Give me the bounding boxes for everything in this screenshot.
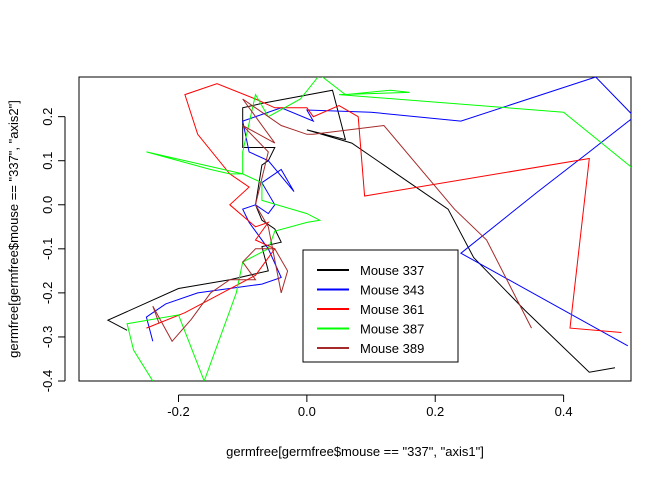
- legend-box: [302, 249, 459, 363]
- x-tick-label: 0.2: [426, 404, 444, 419]
- y-tick-label: 0.0: [40, 196, 55, 214]
- x-axis-title: germfree[germfree$mouse == "337", "axis1…: [226, 444, 484, 459]
- x-tick-label: 0.4: [555, 404, 573, 419]
- legend-label: Mouse 389: [360, 341, 424, 356]
- y-tick-label: 0.1: [40, 152, 55, 170]
- legend-label: Mouse 361: [360, 302, 424, 317]
- y-tick-label: -0.3: [40, 326, 55, 348]
- legend-label: Mouse 337: [360, 263, 424, 278]
- series-line-mouse-389: [152, 98, 532, 343]
- series-line-mouse-361: [146, 83, 622, 333]
- legend: Mouse 337 Mouse 343 Mouse 361 Mouse 387 Mous…: [302, 249, 459, 363]
- x-tick-label: -0.2: [167, 404, 189, 419]
- y-tick-label: -0.1: [40, 238, 55, 260]
- series-line-mouse-387: [126, 77, 631, 381]
- series-line-mouse-343: [145, 77, 631, 347]
- y-tick-label: -0.2: [40, 282, 55, 304]
- legend-label: Mouse 387: [360, 322, 424, 337]
- y-tick-label: -0.4: [40, 370, 55, 392]
- y-axis-title: germfree[germfree$mouse == "337", "axis2…: [6, 100, 21, 358]
- series-line-mouse-337: [106, 89, 616, 373]
- series-layer: [106, 77, 631, 381]
- plot-area-frame: [78, 76, 632, 382]
- axes-layer: -0.2 0.0 0.2 0.4 -0.4 -0.3 -0.2 -0.1 0.0 0.1 0.2: [40, 108, 573, 419]
- y-tick-label: 0.2: [40, 108, 55, 126]
- x-tick-label: 0.0: [298, 404, 316, 419]
- legend-label: Mouse 343: [360, 283, 424, 298]
